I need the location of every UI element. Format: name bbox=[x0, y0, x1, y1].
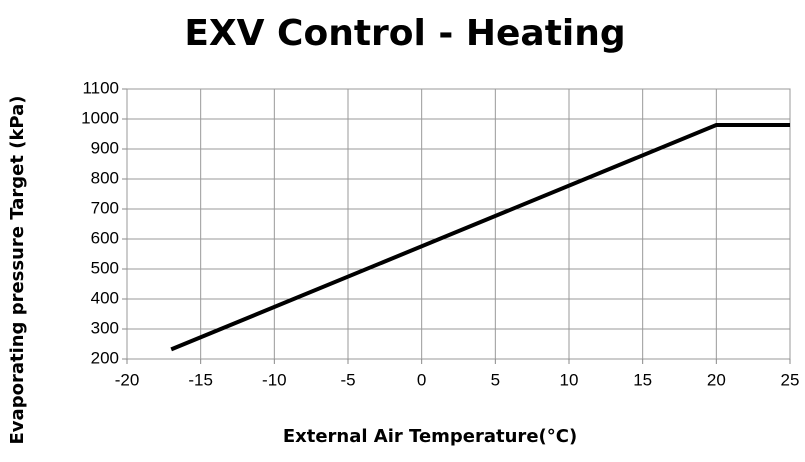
y-tick-label: 500 bbox=[91, 258, 119, 277]
x-tick-label: 5 bbox=[491, 370, 500, 389]
x-tick-label: -20 bbox=[115, 370, 140, 389]
y-tick-label: 600 bbox=[91, 228, 119, 247]
data-line bbox=[170, 123, 790, 352]
x-tick-label: 10 bbox=[560, 370, 579, 389]
x-tick-label: -5 bbox=[340, 370, 355, 389]
y-tick-label: 700 bbox=[91, 198, 119, 217]
y-tick-label: 400 bbox=[91, 288, 119, 307]
y-tick-label: 1100 bbox=[82, 78, 119, 97]
chart-title: EXV Control - Heating bbox=[184, 13, 625, 54]
y-tick-label: 200 bbox=[91, 348, 119, 367]
plot-area bbox=[126, 88, 791, 360]
y-tick-label: 800 bbox=[91, 168, 119, 187]
x-tick-label: 20 bbox=[707, 370, 726, 389]
y-tick-label: 300 bbox=[91, 318, 119, 337]
x-tick-label: 15 bbox=[633, 370, 652, 389]
x-tick-label: -10 bbox=[262, 370, 287, 389]
y-tick-label: 900 bbox=[91, 138, 119, 157]
x-axis-label: External Air Temperature(°C) bbox=[283, 426, 577, 447]
x-tick-label: -15 bbox=[188, 370, 213, 389]
y-axis-label: Evaporating pressure Target (kPa) bbox=[7, 96, 28, 445]
x-tick-label: 0 bbox=[417, 370, 426, 389]
y-tick-label: 1000 bbox=[81, 108, 119, 127]
x-tick-label: 25 bbox=[781, 370, 800, 389]
